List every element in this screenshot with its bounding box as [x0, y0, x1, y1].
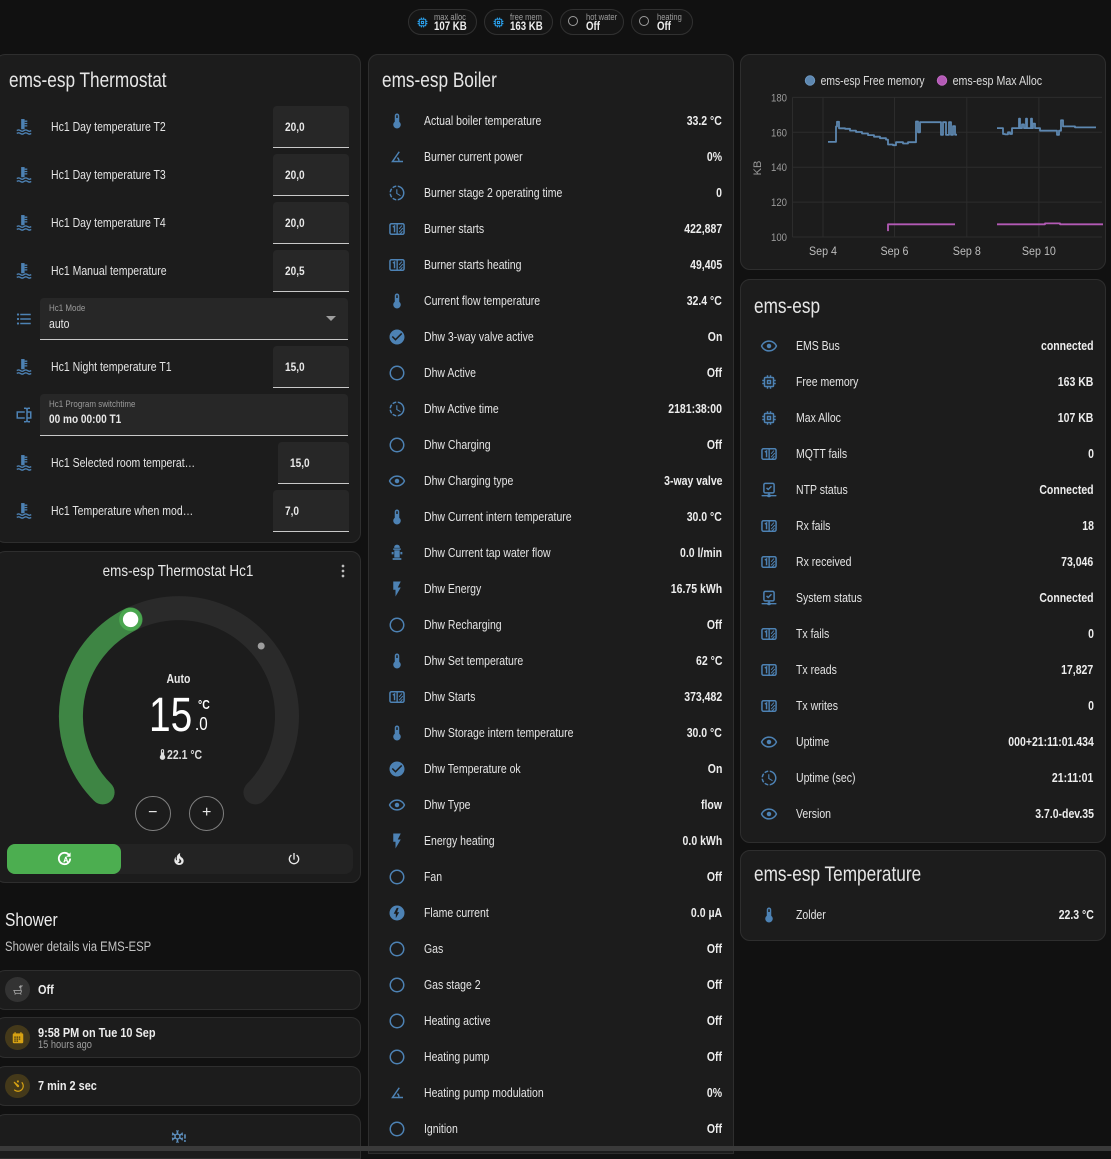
svg-text:180: 180 — [771, 92, 787, 104]
svg-text:100: 100 — [771, 232, 787, 244]
svg-text:KB: KB — [752, 161, 764, 176]
svg-text:160: 160 — [771, 127, 787, 139]
svg-text:Sep 4: Sep 4 — [809, 246, 838, 258]
svg-text:140: 140 — [771, 162, 787, 174]
svg-text:120: 120 — [771, 197, 787, 209]
svg-text:Sep 10: Sep 10 — [1022, 246, 1056, 258]
svg-text:ems-esp Max Alloc: ems-esp Max Alloc — [953, 74, 1043, 88]
svg-text:Sep 6: Sep 6 — [881, 246, 909, 258]
svg-text:Sep 8: Sep 8 — [953, 246, 981, 258]
svg-text:ems-esp Free memory: ems-esp Free memory — [821, 74, 926, 88]
